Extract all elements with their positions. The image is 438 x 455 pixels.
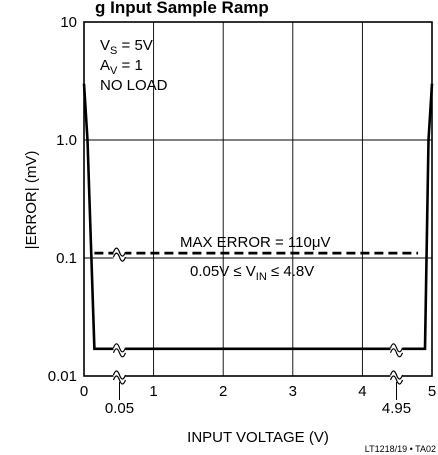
part-number: LT1218/19 • TA02 <box>365 444 436 454</box>
range-sub: IN <box>256 271 267 283</box>
break-axis-right-a <box>389 375 404 385</box>
grid <box>84 22 432 376</box>
av-rest: = 1 <box>117 57 142 74</box>
x-tick-label-0: 0 <box>80 383 88 400</box>
av-sub: V <box>110 65 118 77</box>
x-tick-label-1: 1 <box>149 383 157 400</box>
x-tick-label-2: 2 <box>219 383 227 400</box>
y-tick-label-0.1: 0.1 <box>56 250 77 267</box>
break-axis-right-b <box>389 370 404 380</box>
break-max-left-a <box>112 252 127 262</box>
axis-break-marks <box>112 247 404 400</box>
x-tick-label-3: 3 <box>289 383 297 400</box>
break-flat-right-a <box>389 348 404 358</box>
x-axis-label: INPUT VOLTAGE (V) <box>187 429 329 446</box>
condition-vs: VS = 5V <box>100 37 153 57</box>
x-tick-label-4: 4 <box>358 383 366 400</box>
break-axis-left-a <box>112 375 127 385</box>
av-main: A <box>100 57 110 74</box>
condition-load: NO LOAD <box>100 77 168 94</box>
series-error-curve <box>82 83 434 351</box>
vs-main: V <box>100 37 110 54</box>
range-post: ≤ 4.8V <box>267 263 314 280</box>
break-max-left-b <box>112 247 127 257</box>
break-axis-left-b <box>112 370 127 380</box>
y-tick-label-10: 10 <box>60 14 77 31</box>
y-tick-labels: 0.01 0.1 1.0 10 <box>48 14 77 385</box>
break-flat-right-b <box>389 343 404 353</box>
range-pre: 0.05V ≤ V <box>190 263 256 280</box>
x-tick-label-5: 5 <box>428 383 436 400</box>
break-flat-left-b <box>112 343 127 353</box>
x-tick-label-4.95: 4.95 <box>382 400 411 417</box>
range-label: 0.05V ≤ VIN ≤ 4.8V <box>190 263 314 283</box>
plot-frame <box>83 21 433 377</box>
series-group <box>82 83 434 351</box>
vs-sub: S <box>110 45 117 57</box>
x-tick-labels: 0 1 2 3 4 5 <box>80 383 436 400</box>
max-error-label: MAX ERROR = 110μV <box>180 234 331 251</box>
y-tick-label-1.0: 1.0 <box>56 132 77 149</box>
condition-av: AV = 1 <box>100 57 143 77</box>
y-tick-label-0.01: 0.01 <box>48 368 77 385</box>
vs-rest: = 5V <box>117 37 152 54</box>
y-axis-label: |ERROR| (mV) <box>23 151 40 250</box>
break-flat-left-a <box>112 348 127 358</box>
x-tick-label-0.05: 0.05 <box>105 400 134 417</box>
chart-title: g Input Sample Ramp <box>95 0 269 17</box>
